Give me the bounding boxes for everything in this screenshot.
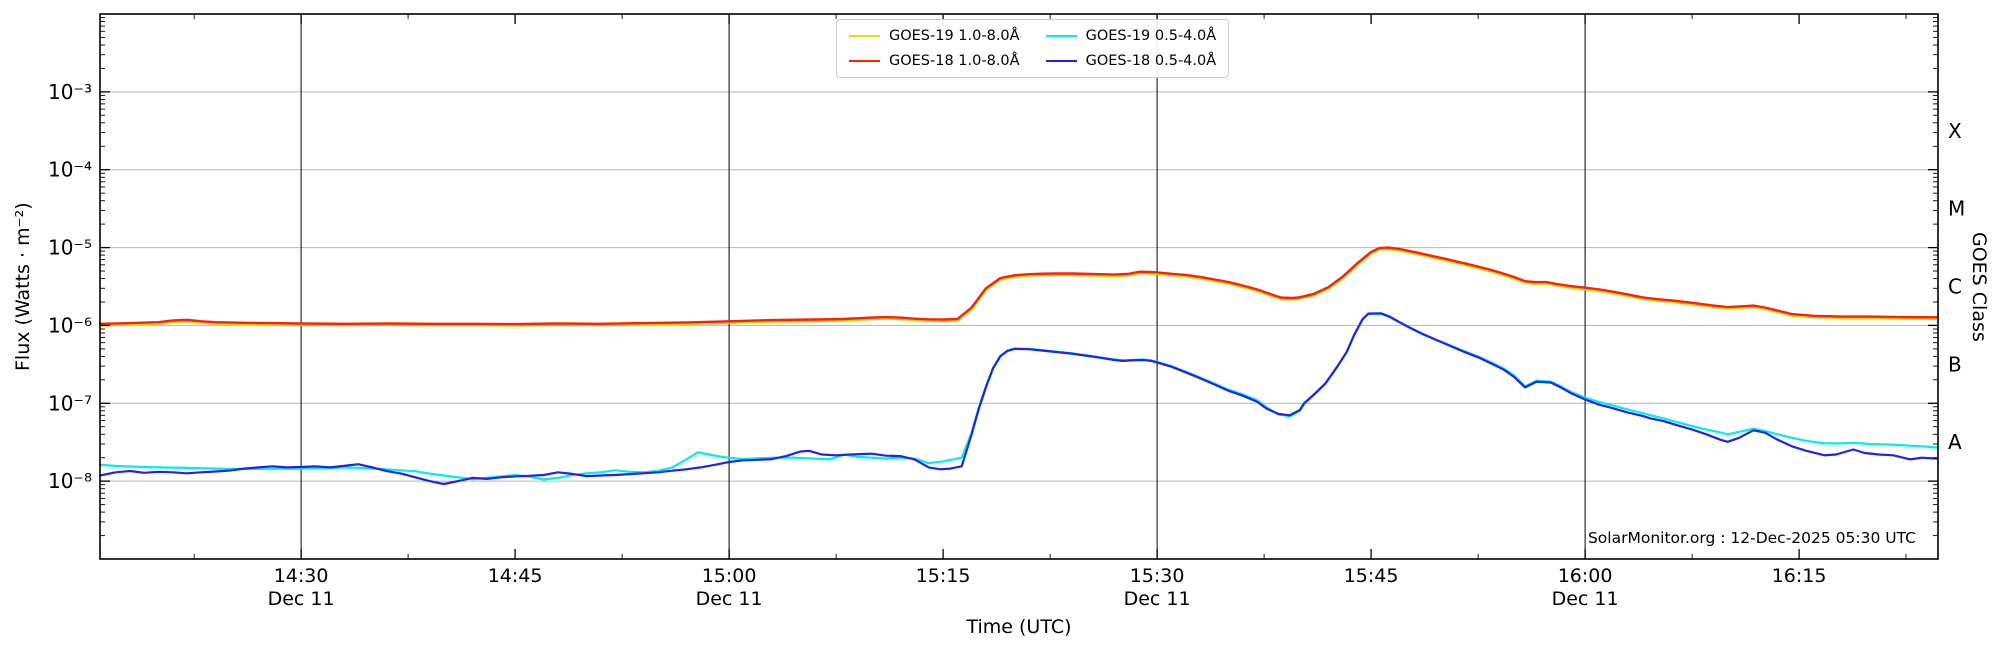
y-tick-label: 10⁻³ [48, 80, 92, 104]
legend-label: GOES-19 1.0-8.0Å [889, 28, 1020, 44]
x-axis-label: Time (UTC) [966, 616, 1072, 638]
y-tick-label: 10⁻⁸ [48, 469, 92, 493]
series-goes18-05-4A-line [98, 312, 1939, 486]
x-tick-date-label: Dec 11 [1124, 588, 1191, 610]
goes-class-letter: X [1948, 119, 1962, 143]
goes-class-letter: C [1948, 275, 1962, 299]
legend-line-swatch-goes19-long [849, 35, 880, 37]
series-goes19-05-4A-line [98, 312, 1939, 481]
y-axis-label-left: Flux (Watts · m⁻²) [12, 202, 34, 371]
solarmonitor-credit: SolarMonitor.org : 12-Dec-2025 05:30 UTC [1587, 529, 1916, 547]
x-tick-label: 15:15 [916, 565, 971, 587]
legend-line-swatch-goes18-short [1045, 60, 1077, 62]
legend-item-goes19-long: GOES-19 1.0-8.0Å [849, 28, 1020, 44]
plot-border [99, 13, 1939, 560]
x-tick-date-label: Dec 11 [696, 588, 763, 610]
legend-line-swatch-goes18-long [849, 60, 880, 62]
x-tick-label: 15:45 [1344, 565, 1399, 587]
legend-box: GOES-19 1.0-8.0Å GOES-18 1.0-8.0Å GOES-1… [836, 19, 1230, 78]
x-tick-date-label: Dec 11 [1552, 588, 1619, 610]
x-tick-label: 15:30 [1130, 565, 1185, 587]
goes-class-letter: M [1948, 197, 1965, 221]
legend-line-swatch-goes19-short [1045, 35, 1077, 37]
legend-item-goes18-long: GOES-18 1.0-8.0Å [849, 53, 1020, 69]
x-tick-label: 14:30 [274, 565, 329, 587]
legend-label: GOES-18 1.0-8.0Å [889, 53, 1020, 69]
y-tick-label: 10⁻⁵ [48, 236, 92, 260]
x-tick-label: 15:00 [702, 565, 757, 587]
y-tick-label: 10⁻⁴ [48, 158, 92, 182]
series-goes19-1-8A-line [98, 247, 1939, 327]
x-tick-label: 16:15 [1772, 565, 1827, 587]
x-tick-label: 14:45 [488, 565, 543, 587]
legend-item-goes18-short: GOES-18 0.5-4.0Å [1045, 53, 1217, 69]
x-tick-label: 16:00 [1558, 565, 1613, 587]
legend-label: GOES-18 0.5-4.0Å [1085, 53, 1217, 69]
goes-class-letter: A [1948, 430, 1962, 454]
y-tick-label: 10⁻⁶ [48, 313, 92, 337]
x-tick-date-label: Dec 11 [268, 588, 335, 610]
goes-class-letter: B [1948, 352, 1962, 376]
legend-item-goes19-short: GOES-19 0.5-4.0Å [1045, 28, 1217, 44]
legend-label: GOES-19 0.5-4.0Å [1085, 28, 1217, 44]
y-axis-label-right: GOES Class [1968, 231, 1990, 342]
y-tick-label: 10⁻⁷ [48, 391, 92, 415]
series-goes18-1-8A-line [98, 246, 1939, 326]
